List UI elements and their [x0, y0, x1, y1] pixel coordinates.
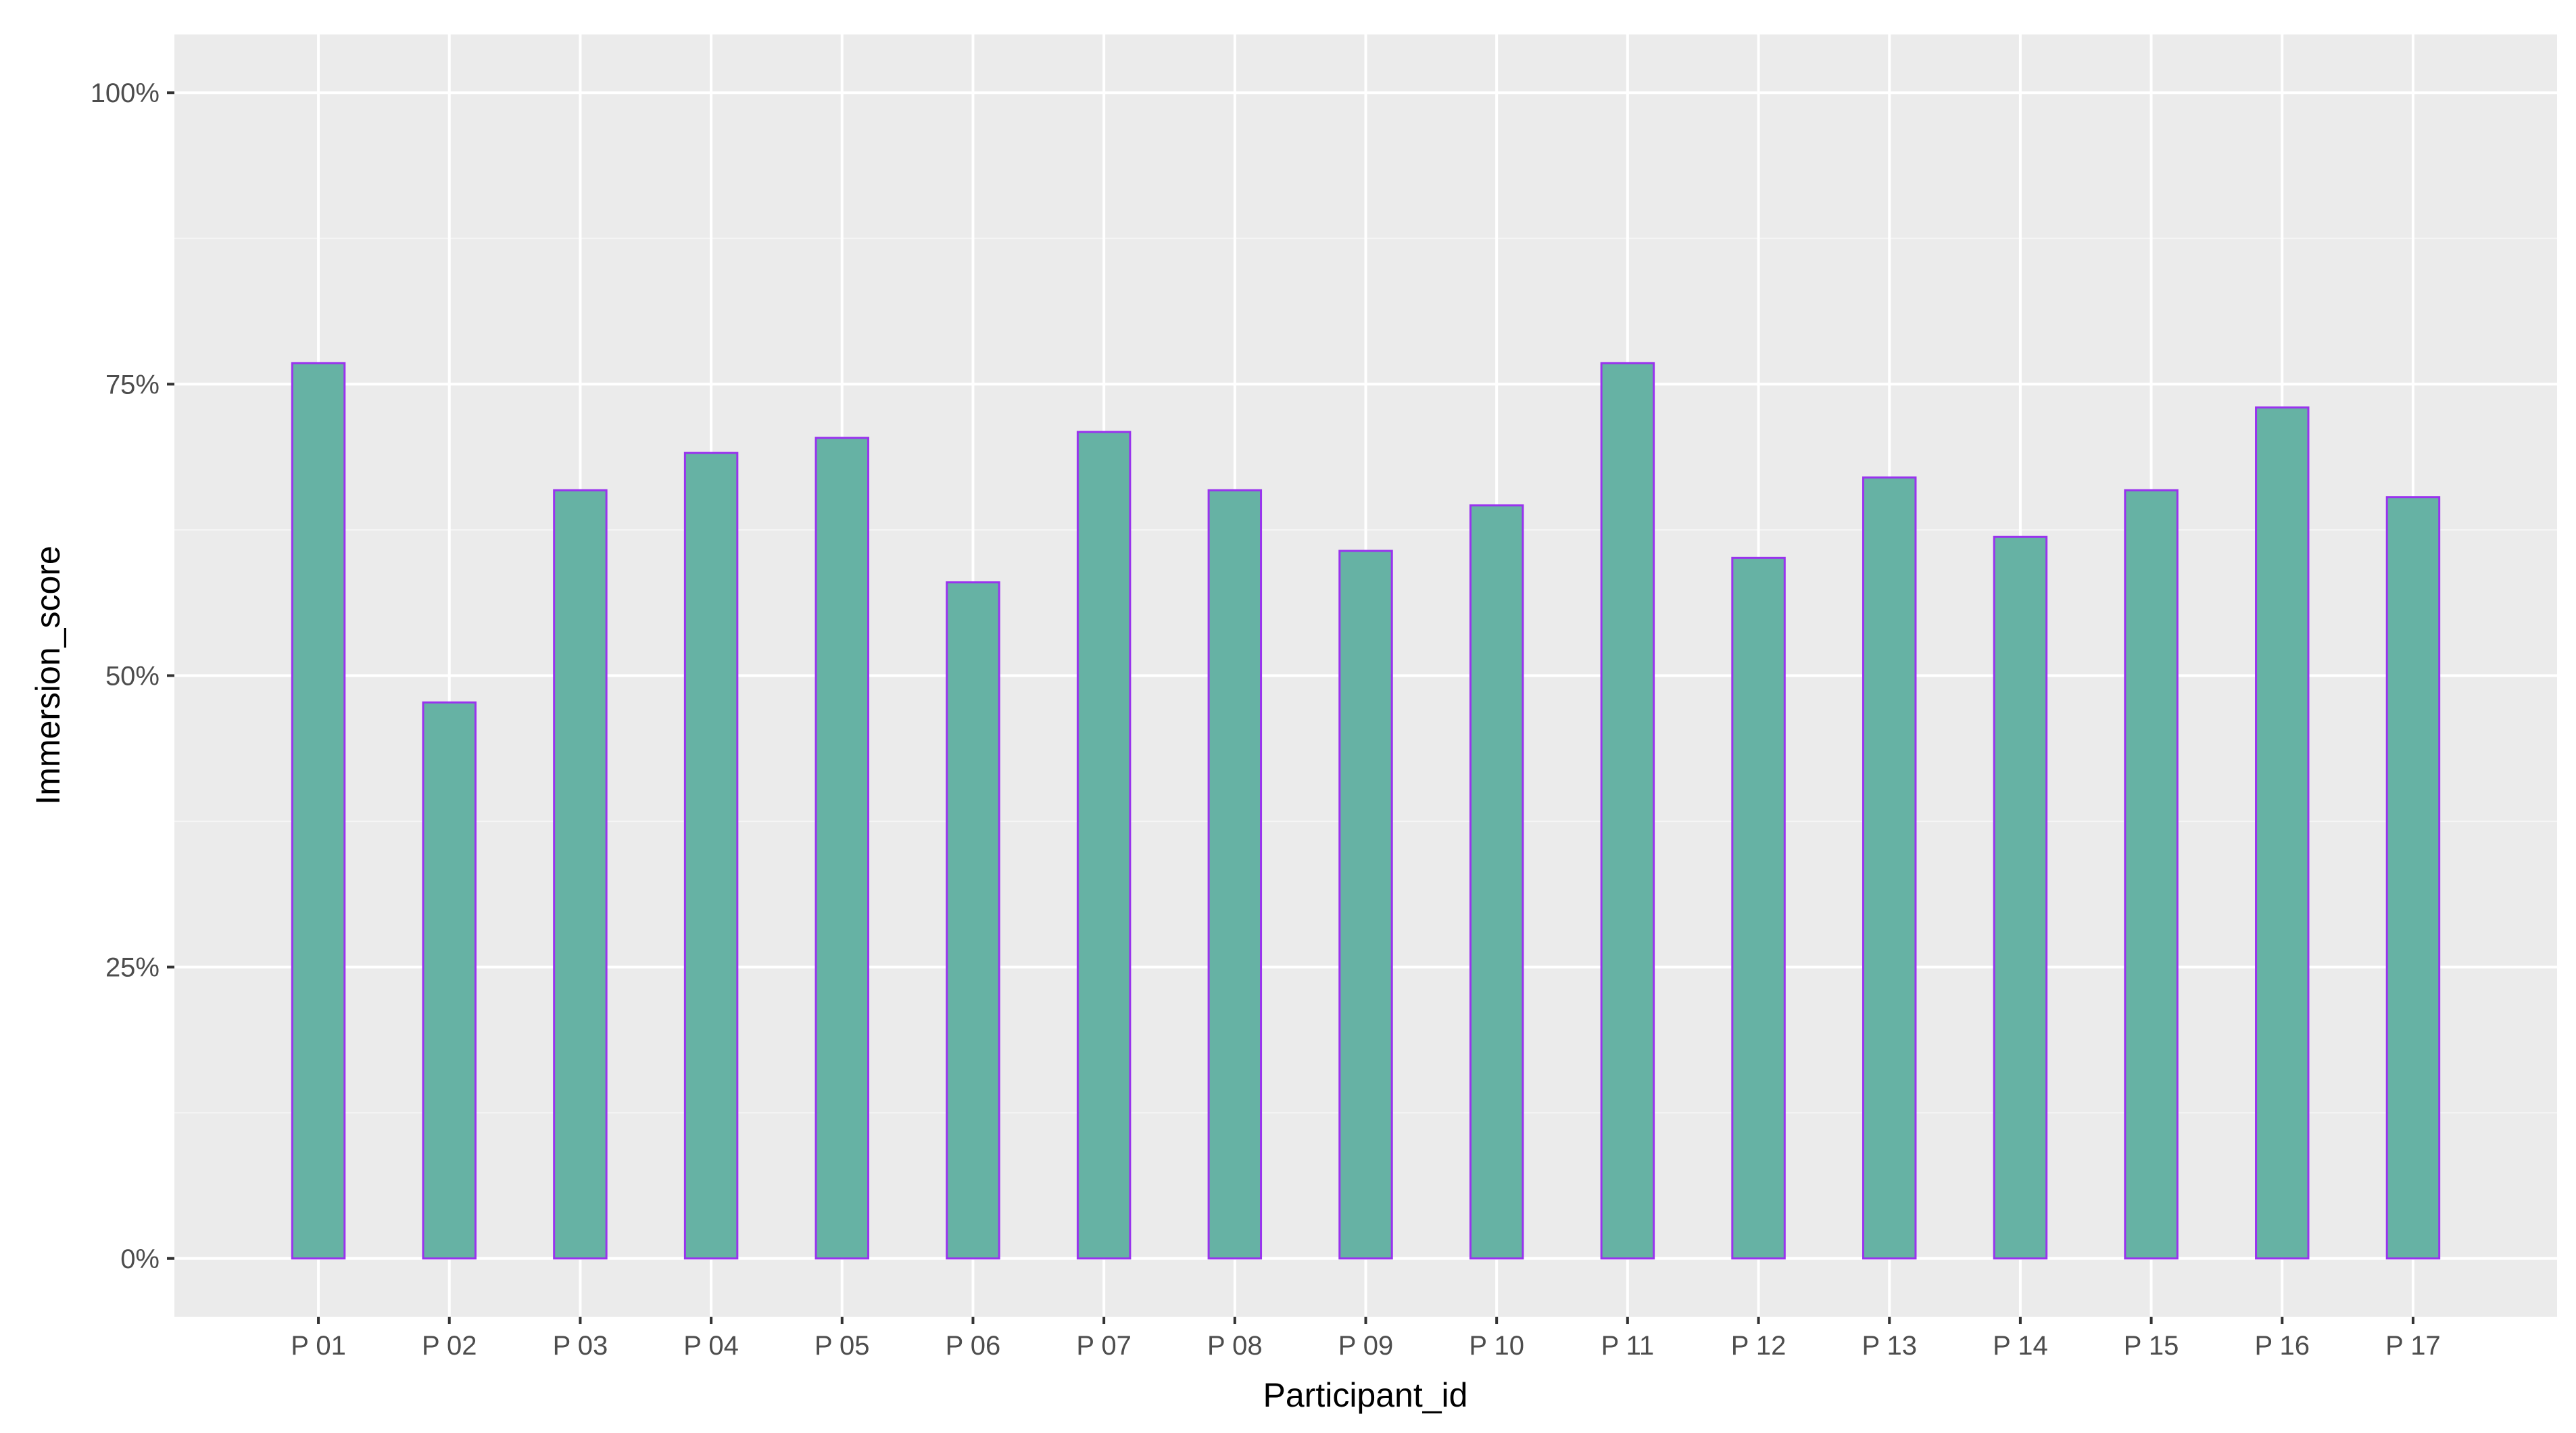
bar-p06: [946, 581, 1000, 1260]
y-tick-label: 50%: [105, 662, 160, 691]
y-tick-label: 100%: [91, 78, 160, 108]
y-tick-label: 25%: [105, 953, 160, 983]
bar-p12: [1731, 556, 1786, 1260]
bar-p10: [1469, 504, 1524, 1260]
bar-p17: [2385, 496, 2441, 1260]
bar-p16: [2255, 406, 2310, 1260]
x-tick-label: P 09: [1338, 1331, 1394, 1361]
x-tick-label: P 10: [1469, 1331, 1524, 1361]
x-tick-label: P 02: [422, 1331, 477, 1361]
bar-p01: [291, 362, 346, 1260]
y-tick-label: 75%: [105, 370, 160, 399]
bar-p08: [1207, 489, 1263, 1260]
x-tick-label: P 01: [291, 1331, 346, 1361]
bar-p04: [683, 452, 739, 1260]
x-tick-label: P 07: [1076, 1331, 1132, 1361]
bar-p02: [422, 701, 477, 1260]
x-tick-label: P 06: [946, 1331, 1001, 1361]
x-tick-label: P 15: [2124, 1331, 2179, 1361]
bar-p13: [1862, 476, 1917, 1260]
x-tick-label: P 13: [1862, 1331, 1917, 1361]
x-tick-label: P 12: [1731, 1331, 1787, 1361]
bar-p09: [1338, 550, 1393, 1260]
bars: [291, 362, 2441, 1260]
y-axis-title: Immersion_score: [29, 545, 67, 804]
x-tick-label: P 11: [1601, 1331, 1655, 1361]
x-tick-label: P 14: [1993, 1331, 2048, 1361]
bar-p05: [815, 437, 870, 1260]
x-tick-label: P 08: [1207, 1331, 1263, 1361]
x-axis: P 01 P 02 P 03 P 04 P 05 P 06 P 07 P 08 P 09 P 10…: [291, 1317, 2441, 1361]
bar-p14: [1993, 535, 2048, 1260]
x-tick-label: P 03: [553, 1331, 608, 1361]
bar-p11: [1600, 362, 1655, 1260]
x-tick-label: P 16: [2254, 1331, 2310, 1361]
x-tick-label: P 17: [2385, 1331, 2441, 1361]
bar-p07: [1076, 431, 1132, 1260]
bar-p03: [553, 489, 608, 1260]
x-axis-title: Participant_id: [1263, 1376, 1468, 1414]
x-tick-label: P 04: [683, 1331, 739, 1361]
y-tick-label: 0%: [120, 1244, 160, 1274]
bar-p15: [2124, 489, 2179, 1260]
y-axis: 0% 25% 50% 75% 100%: [91, 78, 174, 1274]
x-tick-label: P 05: [815, 1331, 870, 1361]
